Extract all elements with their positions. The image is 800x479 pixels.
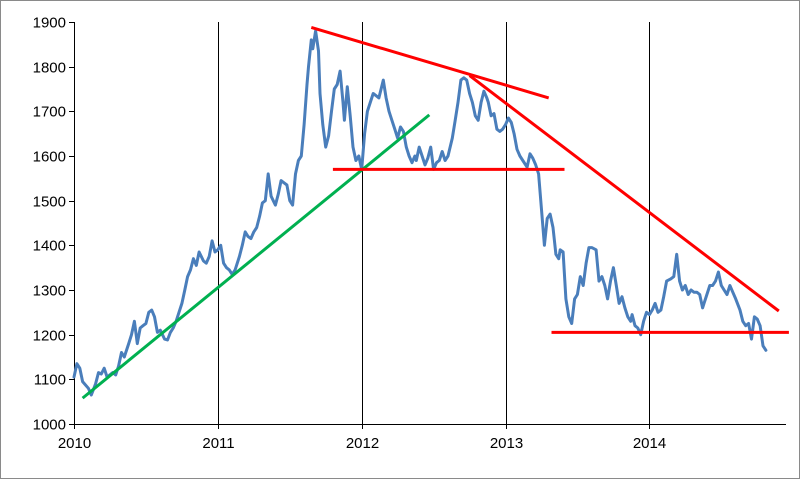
trendline-2 xyxy=(310,25,550,100)
y-tick-label-1800: 1800 xyxy=(33,60,66,77)
x-tick-label-2011: 2011 xyxy=(202,435,234,452)
x-tick-label-2012: 2012 xyxy=(346,435,379,452)
y-tick-label-1600: 1600 xyxy=(33,149,66,166)
y-tick-label-1100: 1100 xyxy=(34,372,66,389)
y-tick-label-1400: 1400 xyxy=(33,238,66,255)
x-axis-tick-labels: 2010 2011 2012 2013 2014 xyxy=(58,435,666,452)
trendline-1 xyxy=(81,113,431,400)
y-axis-tick-labels: 1000 1100 1200 1300 1400 1500 1600 1700 1800 1900 xyxy=(33,15,66,434)
x-tick-label-2010: 2010 xyxy=(58,435,91,452)
y-tick-label-1500: 1500 xyxy=(33,194,66,211)
x-tick-label-2014: 2014 xyxy=(633,435,666,452)
series-group xyxy=(72,29,768,397)
y-tick-label-1200: 1200 xyxy=(33,328,66,345)
y-tick-label-1300: 1300 xyxy=(33,283,66,300)
y-tick-label-1700: 1700 xyxy=(33,104,66,121)
trendlines-group xyxy=(81,25,789,400)
plot-axes xyxy=(69,22,786,429)
price-series-line xyxy=(72,29,768,397)
y-tick-label-1000: 1000 xyxy=(33,417,66,434)
trendline-3 xyxy=(468,74,780,313)
vertical-gridlines xyxy=(218,22,650,424)
y-tick-label-1900: 1900 xyxy=(33,15,66,32)
x-tick-label-2013: 2013 xyxy=(490,435,523,452)
